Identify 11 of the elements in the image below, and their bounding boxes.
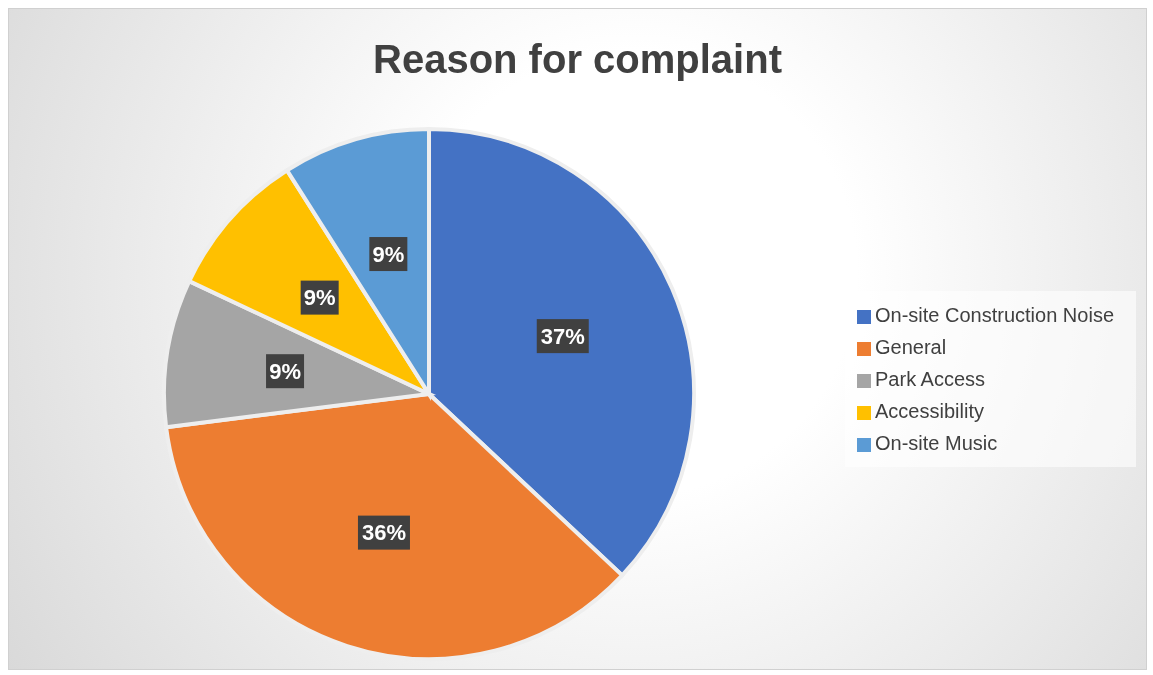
- data-label: 9%: [303, 285, 336, 311]
- data-label: 9%: [269, 358, 301, 384]
- legend-label: General: [875, 336, 947, 358]
- legend-label: On-site Construction Noise: [875, 304, 1114, 326]
- legend-label: Accessibility: [875, 400, 984, 422]
- legend-label: Park Access: [875, 368, 986, 390]
- legend-label: On-site Music: [875, 432, 998, 454]
- chart-title: Reason for complaint: [372, 36, 783, 83]
- data-label: 36%: [361, 520, 406, 546]
- data-label: 9%: [372, 241, 405, 267]
- data-label: 37%: [540, 323, 585, 349]
